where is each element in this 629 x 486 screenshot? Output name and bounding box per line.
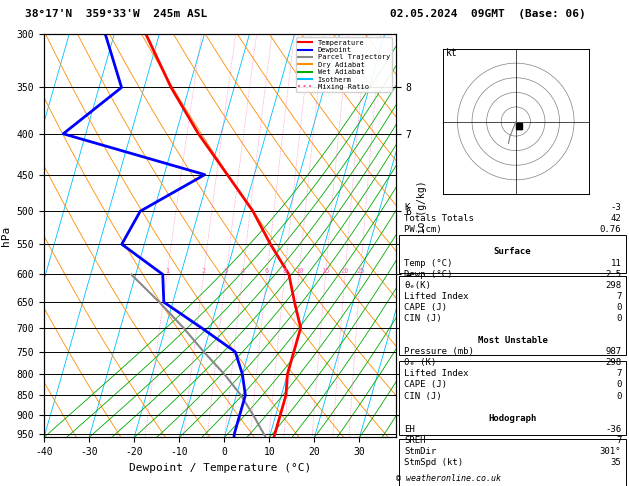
Text: CAPE (J): CAPE (J) xyxy=(404,303,447,312)
Text: 10: 10 xyxy=(295,268,303,275)
Text: Temp (°C): Temp (°C) xyxy=(404,259,452,268)
FancyBboxPatch shape xyxy=(399,361,626,435)
FancyBboxPatch shape xyxy=(399,439,626,486)
Text: 42: 42 xyxy=(611,214,621,223)
FancyBboxPatch shape xyxy=(399,276,626,355)
Text: 3: 3 xyxy=(224,268,228,275)
Text: Dewp (°C): Dewp (°C) xyxy=(404,270,452,278)
Text: EH: EH xyxy=(404,425,415,434)
Text: 6: 6 xyxy=(265,268,269,275)
Text: 8: 8 xyxy=(282,268,287,275)
Text: 0: 0 xyxy=(616,381,621,389)
Text: -36: -36 xyxy=(605,425,621,434)
Text: Lifted Index: Lifted Index xyxy=(404,369,469,379)
Text: Hodograph: Hodograph xyxy=(489,414,537,423)
Text: PW (cm): PW (cm) xyxy=(404,226,442,234)
Text: 0: 0 xyxy=(616,303,621,312)
Text: 02.05.2024  09GMT  (Base: 06): 02.05.2024 09GMT (Base: 06) xyxy=(390,9,586,19)
Text: 1: 1 xyxy=(165,268,169,275)
Text: CIN (J): CIN (J) xyxy=(404,392,442,400)
Text: 0.76: 0.76 xyxy=(600,226,621,234)
Text: 7: 7 xyxy=(616,292,621,301)
Text: 15: 15 xyxy=(321,268,330,275)
Text: 298: 298 xyxy=(605,281,621,290)
FancyBboxPatch shape xyxy=(399,235,626,273)
Text: Lifted Index: Lifted Index xyxy=(404,292,469,301)
Text: Pressure (mb): Pressure (mb) xyxy=(404,347,474,356)
Text: CIN (J): CIN (J) xyxy=(404,314,442,323)
Text: 0: 0 xyxy=(616,392,621,400)
Text: SREH: SREH xyxy=(404,436,425,445)
Text: Totals Totals: Totals Totals xyxy=(404,214,474,223)
Text: 987: 987 xyxy=(605,347,621,356)
Text: -3: -3 xyxy=(611,203,621,212)
Text: 7: 7 xyxy=(616,436,621,445)
Y-axis label: Mixing Ratio (g/kg): Mixing Ratio (g/kg) xyxy=(416,180,426,292)
Text: 35: 35 xyxy=(611,458,621,467)
Text: 301°: 301° xyxy=(600,447,621,456)
Text: θₑ (K): θₑ (K) xyxy=(404,358,436,367)
Text: 20: 20 xyxy=(341,268,349,275)
Text: StmSpd (kt): StmSpd (kt) xyxy=(404,458,463,467)
Text: CAPE (J): CAPE (J) xyxy=(404,381,447,389)
Text: Surface: Surface xyxy=(494,247,532,257)
Text: 38°17'N  359°33'W  245m ASL: 38°17'N 359°33'W 245m ASL xyxy=(25,9,208,19)
Text: 7: 7 xyxy=(616,369,621,379)
Text: 298: 298 xyxy=(605,358,621,367)
Text: θₑ(K): θₑ(K) xyxy=(404,281,431,290)
Text: 25: 25 xyxy=(356,268,365,275)
Text: 2: 2 xyxy=(201,268,206,275)
Text: StmDir: StmDir xyxy=(404,447,436,456)
Text: 2.5: 2.5 xyxy=(605,270,621,278)
Text: K: K xyxy=(404,203,409,212)
X-axis label: Dewpoint / Temperature (°C): Dewpoint / Temperature (°C) xyxy=(129,463,311,473)
Text: kt: kt xyxy=(446,48,457,58)
Text: © weatheronline.co.uk: © weatheronline.co.uk xyxy=(396,474,501,483)
Y-axis label: hPa: hPa xyxy=(1,226,11,246)
Text: 4: 4 xyxy=(240,268,245,275)
Text: 11: 11 xyxy=(611,259,621,268)
Text: Most Unstable: Most Unstable xyxy=(477,336,548,345)
Text: 0: 0 xyxy=(616,314,621,323)
Legend: Temperature, Dewpoint, Parcel Trajectory, Dry Adiabat, Wet Adiabat, Isotherm, Mi: Temperature, Dewpoint, Parcel Trajectory… xyxy=(296,37,392,92)
